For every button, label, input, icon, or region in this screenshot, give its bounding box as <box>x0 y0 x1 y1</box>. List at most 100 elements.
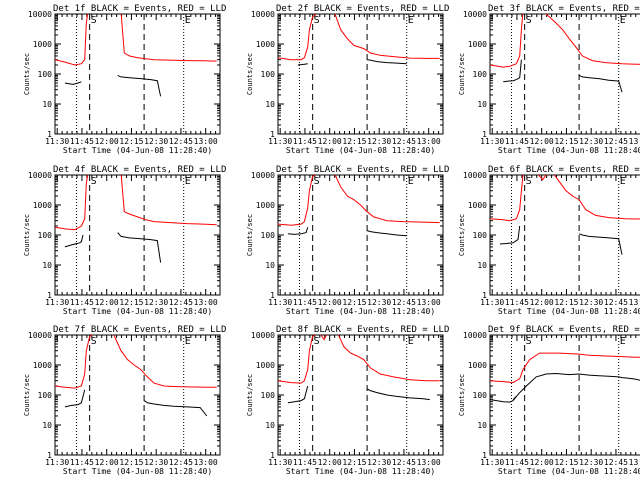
x-tick-label: 12:30 <box>367 458 391 467</box>
x-tick-label: 12:15 <box>342 458 366 467</box>
start-marker-label: S <box>91 176 97 187</box>
chart-panel-5: Det 5f BLACK = Events, RED = LLD 1 10 100 10… <box>246 165 449 316</box>
lld-series-line <box>490 175 640 222</box>
lld-series-line <box>490 352 640 384</box>
chart-title: Det 4f BLACK = Events, RED = LLD <box>53 165 226 175</box>
start-marker-label: S <box>314 336 320 347</box>
plot-data <box>490 175 640 255</box>
y-tick-label: 1000 <box>33 40 52 49</box>
x-axis-label: Start Time (04-Jun-08 11:28:40) <box>286 467 435 476</box>
x-tick-label: 13:00 <box>417 298 441 307</box>
end-marker-label: E <box>620 176 626 187</box>
x-tick-label: 11:45 <box>70 137 94 146</box>
lld-series-line <box>55 175 217 231</box>
chart-title: Det 7f BLACK = Events, RED = LLD <box>53 325 226 335</box>
x-tick-label: 13:00 <box>629 298 640 307</box>
end-marker-label: E <box>620 15 626 26</box>
y-axis-label: Counts/sec <box>458 374 466 416</box>
x-axis-label: Start Time (04-Jun-08 11:28:40) <box>286 307 435 316</box>
y-axis-label: Counts/sec <box>458 53 466 95</box>
x-tick-label: 11:30 <box>480 458 504 467</box>
x-tick-label: 12:45 <box>392 458 416 467</box>
events-series-line <box>143 400 208 417</box>
y-tick-label: 1 <box>47 291 52 300</box>
events-series-line <box>499 225 521 245</box>
y-tick-label: 10 <box>265 261 275 270</box>
x-tick-label: 12:15 <box>342 137 366 146</box>
x-tick-label: 12:45 <box>392 298 416 307</box>
y-tick-label: 1000 <box>33 201 52 210</box>
y-tick-label: 100 <box>38 70 53 79</box>
events-series-line <box>490 396 517 403</box>
chart-title: Det 1f BLACK = Events, RED = LLD <box>53 4 226 14</box>
events-series-line <box>366 388 430 401</box>
y-tick-label: 10 <box>477 421 487 430</box>
x-tick-label: 12:30 <box>144 137 168 146</box>
y-tick-label: 1 <box>270 130 275 139</box>
events-series-line <box>117 232 162 263</box>
plot-frame <box>54 174 221 296</box>
y-tick-label: 100 <box>38 391 53 400</box>
start-marker-label: S <box>526 15 532 26</box>
x-axis-label: Start Time (04-Jun-08 11:28:40) <box>63 307 212 316</box>
y-tick-label: 10 <box>477 100 487 109</box>
x-tick-label: 12:45 <box>169 458 193 467</box>
x-tick-label: 12:45 <box>604 137 628 146</box>
plot-frame <box>277 174 444 296</box>
y-axis-label: Counts/sec <box>23 53 31 95</box>
chart-panel-1: Det 1f BLACK = Events, RED = LLD 1 10 100 10… <box>23 4 226 155</box>
x-axis-label: Start Time (04-Jun-08 11:28:40) <box>498 467 640 476</box>
y-tick-label: 10 <box>42 421 52 430</box>
y-tick-label: 10 <box>265 100 275 109</box>
end-marker-label: E <box>408 15 414 26</box>
chart-title: Det 8f BLACK = Events, RED = LLD <box>276 325 449 335</box>
x-tick-label: 12:15 <box>554 298 578 307</box>
events-series-line <box>366 230 407 237</box>
end-marker-label: E <box>185 336 191 347</box>
events-series-line <box>297 63 308 66</box>
y-tick-label: 100 <box>261 70 276 79</box>
lld-series-line <box>55 14 217 66</box>
y-tick-label: 10000 <box>463 331 487 340</box>
y-tick-label: 100 <box>473 391 488 400</box>
x-tick-label: 11:45 <box>505 137 529 146</box>
x-tick-label: 11:30 <box>45 298 69 307</box>
lld-series-line <box>490 14 640 68</box>
chart-panel-2: Det 2f BLACK = Events, RED = LLD 1 10 100 10… <box>246 4 449 155</box>
x-tick-label: 12:45 <box>169 298 193 307</box>
chart-panel-7: Det 7f BLACK = Events, RED = LLD 1 10 100 10… <box>23 325 226 476</box>
x-tick-label: 12:30 <box>579 137 603 146</box>
x-axis-label: Start Time (04-Jun-08 11:28:40) <box>63 146 212 155</box>
plot-data <box>490 352 640 403</box>
y-tick-label: 10000 <box>251 171 275 180</box>
x-tick-label: 12:15 <box>119 298 143 307</box>
chart-title: Det 9f BLACK = Events, RED = LLD <box>488 325 640 335</box>
x-tick-label: 13:00 <box>417 458 441 467</box>
start-marker-label: S <box>314 176 320 187</box>
y-tick-label: 10000 <box>28 331 52 340</box>
x-tick-label: 12:00 <box>95 458 119 467</box>
y-tick-label: 100 <box>473 231 488 240</box>
x-tick-label: 12:45 <box>392 137 416 146</box>
x-tick-label: 11:30 <box>268 458 292 467</box>
x-tick-label: 11:45 <box>505 458 529 467</box>
chart-title: Det 2f BLACK = Events, RED = LLD <box>276 4 449 14</box>
start-marker-label: S <box>526 336 532 347</box>
y-tick-label: 10000 <box>251 10 275 19</box>
events-series-line <box>512 372 640 400</box>
x-tick-label: 12:45 <box>169 137 193 146</box>
x-tick-label: 12:45 <box>604 298 628 307</box>
y-tick-label: 100 <box>261 231 276 240</box>
plot-frame <box>54 13 221 135</box>
x-tick-label: 13:00 <box>194 137 218 146</box>
x-tick-label: 11:30 <box>268 137 292 146</box>
events-series-line <box>503 59 522 83</box>
y-tick-label: 100 <box>38 231 53 240</box>
x-tick-label: 11:30 <box>45 458 69 467</box>
x-tick-label: 12:15 <box>119 458 143 467</box>
y-tick-label: 1 <box>482 130 487 139</box>
x-tick-label: 11:45 <box>70 298 94 307</box>
lld-series-line <box>278 14 440 61</box>
